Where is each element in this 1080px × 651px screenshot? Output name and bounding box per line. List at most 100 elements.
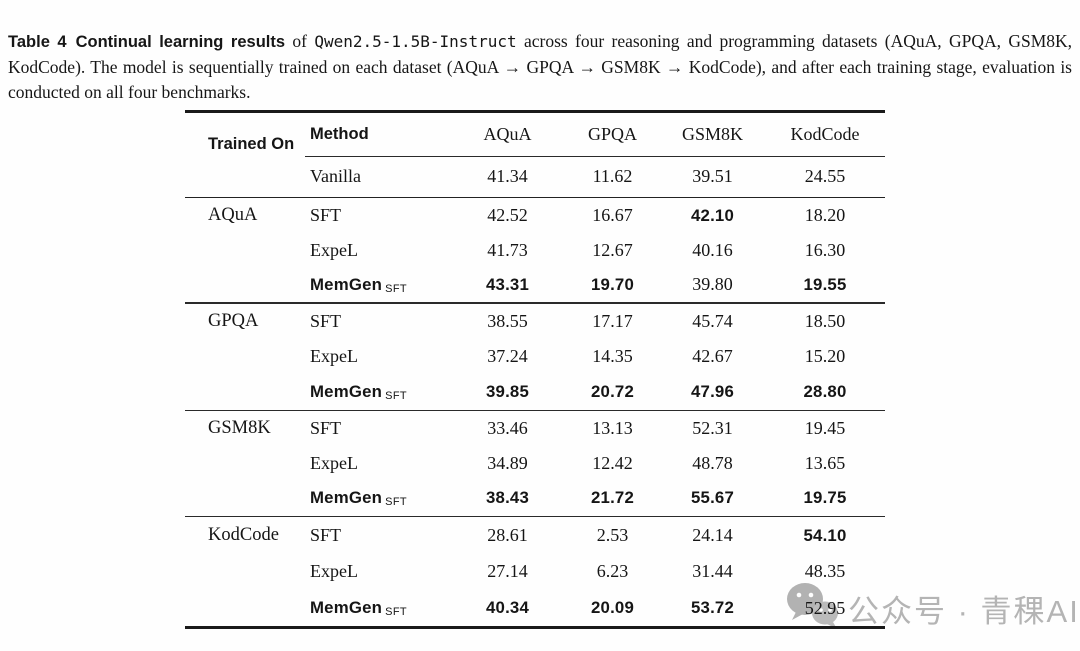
value-cell: 53.72 <box>691 598 734 618</box>
value-cell: 13.13 <box>592 417 633 438</box>
baseline-row: Vanilla 41.34 11.62 39.51 24.55 <box>185 156 885 197</box>
method-name: ExpeL <box>310 239 358 260</box>
method-cell: MemGen SFT <box>305 268 450 303</box>
method-cell: ExpeL <box>305 554 450 590</box>
method-name: SFT <box>310 310 342 331</box>
value-cell: 24.14 <box>692 525 733 546</box>
value-cell: 39.80 <box>692 274 733 295</box>
watermark-text: 公众号 · 青稞AI <box>848 594 1080 629</box>
spacer-cell <box>185 233 305 268</box>
value-cell: 19.70 <box>591 274 634 294</box>
value-cell: 13.65 <box>804 452 846 473</box>
value-cell: 31.44 <box>692 561 733 582</box>
group-label: GPQA <box>208 310 259 331</box>
group-label: AQuA <box>208 205 258 226</box>
spacer-cell <box>185 268 305 303</box>
value-cell: 6.23 <box>596 561 629 582</box>
value-cell: 40.34 <box>486 598 529 618</box>
value-cell: 12.67 <box>592 239 633 260</box>
caption-rest: across four reasoning and programming da… <box>8 30 1073 102</box>
method-name: MemGen <box>310 381 383 401</box>
value-cell: 42.67 <box>692 346 733 367</box>
value-cell: 41.34 <box>487 165 528 186</box>
caption-model-name: Qwen2.5-1.5B-Instruct <box>314 31 517 51</box>
method-cell: MemGen SFT <box>305 590 450 626</box>
header-midrule <box>305 155 885 157</box>
method-subscript: SFT <box>385 606 408 619</box>
method-cell: ExpeL <box>305 233 450 268</box>
spacer-cell <box>185 481 305 516</box>
value-cell: 28.80 <box>803 381 847 401</box>
value-cell: 42.52 <box>487 205 528 226</box>
value-cell: 11.62 <box>592 165 633 186</box>
caption-connector: of <box>292 30 307 51</box>
section-rule <box>185 196 885 199</box>
value-cell: 40.16 <box>692 239 733 260</box>
value-cell: 24.55 <box>804 165 846 186</box>
method-cell: SFT <box>305 198 450 233</box>
method-cell: ExpeL <box>305 446 450 481</box>
value-cell: 37.24 <box>487 346 528 367</box>
value-cell: 19.55 <box>803 274 847 294</box>
value-cell: 42.10 <box>691 205 734 225</box>
method-cell: SFT <box>305 304 450 339</box>
value-cell: 43.31 <box>486 274 529 294</box>
group-gsm8k: GSM8K SFT 33.46 13.13 52.31 19.45 ExpeL … <box>185 411 885 516</box>
value-cell: 38.43 <box>486 488 529 508</box>
caption-title: Continual learning results <box>75 32 286 51</box>
method-cell: SFT <box>305 517 450 553</box>
spacer-cell <box>185 156 305 197</box>
group-gpqa: GPQA SFT 38.55 17.17 45.74 18.50 ExpeL 3… <box>185 304 885 410</box>
spacer-cell <box>185 374 305 409</box>
caption-table-number: Table 4 <box>8 32 67 51</box>
value-cell: 20.09 <box>591 598 634 618</box>
method-subscript: SFT <box>385 282 408 295</box>
value-cell: 33.46 <box>487 417 528 438</box>
value-cell: 55.67 <box>691 488 734 508</box>
method-cell: SFT <box>305 411 450 446</box>
value-cell: 16.30 <box>804 239 846 260</box>
method-cell: MemGen SFT <box>305 374 450 409</box>
method-name: SFT <box>310 525 342 546</box>
table-top-rule <box>185 110 885 113</box>
group-aqua: AQuA SFT 42.52 16.67 42.10 18.20 ExpeL 4… <box>185 198 885 302</box>
value-cell: 54.10 <box>803 525 847 545</box>
group-label: KodCode <box>208 525 279 546</box>
method-header: Method <box>310 124 369 143</box>
col-header-aqua: AQuA <box>483 123 532 144</box>
section-rule <box>185 409 885 411</box>
group-label: GSM8K <box>208 417 271 438</box>
value-cell: 16.67 <box>592 205 633 226</box>
value-cell: 17.17 <box>592 310 633 331</box>
wechat-icon <box>782 580 844 637</box>
value-cell: 20.72 <box>591 381 634 401</box>
value-cell: 18.20 <box>804 205 846 226</box>
table-bottom-rule <box>185 626 885 629</box>
header-row: Method AQuA GPQA GSM8K KodCode <box>185 113 885 156</box>
value-cell: 48.78 <box>692 452 733 473</box>
method-name: ExpeL <box>310 346 358 367</box>
method-cell: MemGen SFT <box>305 481 450 516</box>
value-cell: 38.55 <box>487 310 528 331</box>
corner-header-trained-on: Trained On <box>208 134 295 153</box>
spacer-cell <box>185 554 305 590</box>
method-name: MemGen <box>310 488 383 508</box>
section-rule <box>185 302 885 304</box>
value-cell: 12.42 <box>592 452 633 473</box>
watermark: 公众号 · 青稞AI <box>782 580 1080 637</box>
method-name: MemGen <box>310 598 383 618</box>
table-caption: Table 4 Continual learning results of Qwe… <box>8 29 1072 105</box>
method-cell: Vanilla <box>310 165 361 186</box>
section-rule <box>185 515 885 518</box>
value-cell: 21.72 <box>591 488 634 508</box>
value-cell: 18.50 <box>804 310 846 331</box>
col-header-gpqa: GPQA <box>587 123 637 144</box>
method-name: SFT <box>310 417 342 438</box>
value-cell: 47.96 <box>691 381 734 401</box>
value-cell: 52.31 <box>692 417 733 438</box>
method-name: ExpeL <box>310 452 358 473</box>
method-subscript: SFT <box>385 389 408 402</box>
value-cell: 52.95 <box>804 597 846 618</box>
method-name: MemGen <box>310 274 383 294</box>
